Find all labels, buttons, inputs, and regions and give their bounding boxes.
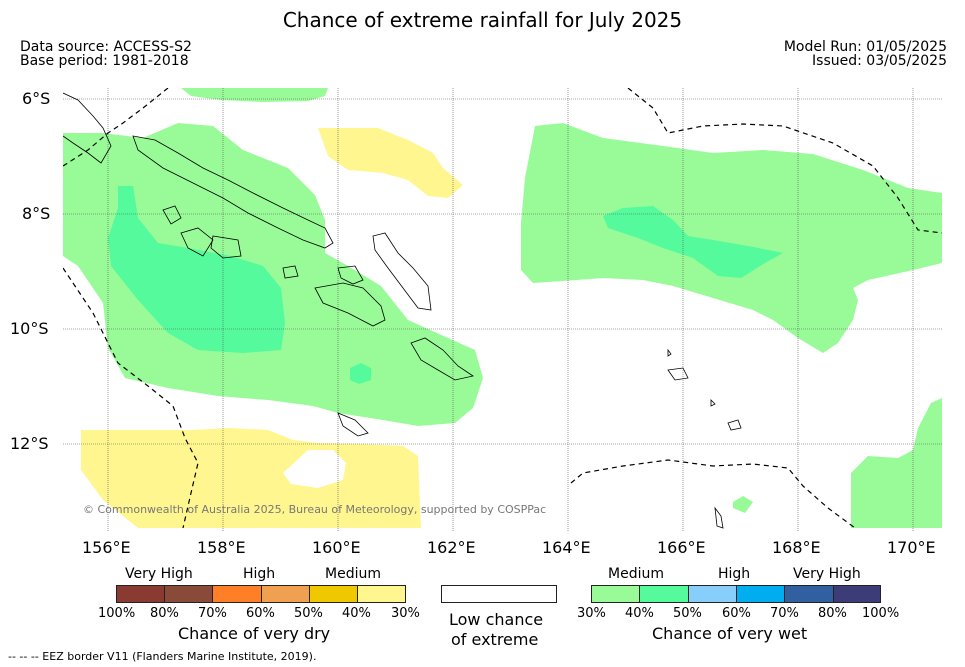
wet-tick-30: 30%	[577, 606, 606, 621]
wet-level-medium: Medium	[608, 566, 664, 582]
lon-label-156e: 156°E	[82, 538, 131, 557]
swatch-dry-80-70	[164, 585, 213, 603]
swatch-wet-70-80	[784, 585, 834, 603]
dry-legend-title: Chance of very dry	[178, 624, 331, 643]
dry-tick-30: 30%	[391, 606, 420, 621]
dry-tick-70: 70%	[198, 606, 227, 621]
lon-label-166e: 166°E	[657, 538, 706, 557]
base-period-label: Base period: 1981-2018	[20, 53, 189, 69]
swatch-wet-50-60	[688, 585, 737, 603]
rainfall-map: © Commonwealth of Australia 2025, Bureau…	[63, 88, 942, 531]
lat-label-6s: 6°S	[22, 89, 51, 108]
lon-label-170e: 170°E	[887, 538, 936, 557]
wet-tick-80: 80%	[818, 606, 847, 621]
swatch-wet-80-100	[833, 585, 881, 603]
swatch-dry-40-30	[357, 585, 406, 603]
lon-label-160e: 160°E	[312, 538, 361, 557]
lon-label-168e: 168°E	[772, 538, 821, 557]
dry-level-medium: Medium	[325, 566, 381, 582]
swatch-wet-40-50	[639, 585, 689, 603]
wet-tick-40: 40%	[625, 606, 654, 621]
dry-tick-40: 40%	[342, 606, 371, 621]
lon-label-164e: 164°E	[542, 538, 591, 557]
swatch-dry-60-50	[261, 585, 310, 603]
eez-borders	[63, 88, 942, 529]
dry-tick-100: 100%	[98, 606, 136, 621]
map-title: Chance of extreme rainfall for July 2025	[282, 8, 683, 32]
data-source-label: Data source: ACCESS-S2	[20, 39, 192, 55]
dry-tick-80: 80%	[150, 606, 179, 621]
lat-label-12s: 12°S	[10, 434, 49, 453]
wet-tick-70: 70%	[770, 606, 799, 621]
swatch-low-chance	[441, 585, 557, 603]
lat-label-10s: 10°S	[10, 319, 49, 338]
medium-wet-regions	[63, 88, 942, 528]
low-chance-title-line2: of extreme	[451, 630, 539, 649]
eez-footnote: -- -- -- EEZ border V11 (Flanders Marine…	[8, 650, 317, 663]
swatch-wet-30-40	[591, 585, 640, 603]
high-wet-regions	[108, 186, 783, 384]
medium-dry-regions	[81, 128, 463, 528]
dry-level-high: High	[243, 566, 276, 582]
dry-level-very-high: Very High	[125, 566, 193, 582]
swatch-dry-50-40	[309, 585, 358, 603]
coastlines	[63, 92, 742, 529]
dry-tick-60: 60%	[246, 606, 275, 621]
wet-tick-50: 50%	[673, 606, 702, 621]
dry-tick-50: 50%	[294, 606, 323, 621]
wet-tick-100: 100%	[862, 606, 900, 621]
wet-level-very-high: Very High	[793, 566, 861, 582]
graticule	[63, 88, 942, 531]
copyright-notice: © Commonwealth of Australia 2025, Bureau…	[83, 503, 546, 516]
wet-level-high: High	[718, 566, 751, 582]
model-run-label: Model Run: 01/05/2025	[783, 39, 947, 55]
lat-label-8s: 8°S	[22, 204, 51, 223]
wet-tick-60: 60%	[722, 606, 751, 621]
swatch-dry-70-60	[212, 585, 262, 603]
lon-label-162e: 162°E	[427, 538, 476, 557]
swatch-dry-100-80	[116, 585, 165, 603]
swatch-wet-60-70	[736, 585, 785, 603]
wet-legend-title: Chance of very wet	[652, 624, 808, 643]
low-chance-title-line1: Low chance	[449, 610, 544, 629]
lon-label-158e: 158°E	[197, 538, 246, 557]
issued-label: Issued: 03/05/2025	[812, 53, 947, 69]
